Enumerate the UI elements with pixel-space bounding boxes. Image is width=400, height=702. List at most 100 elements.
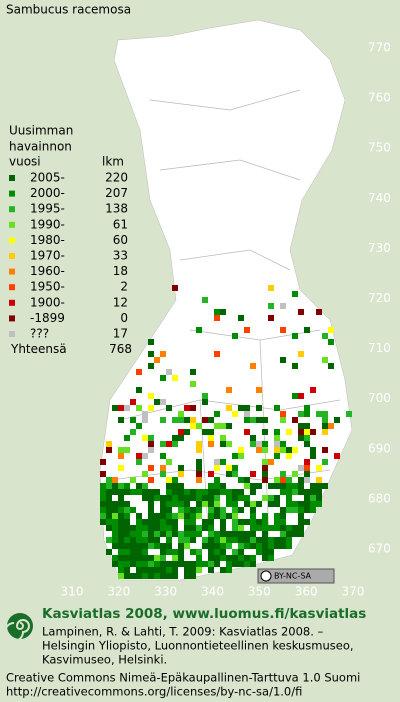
occurrence-square [208, 501, 214, 507]
occurrence-square [262, 513, 268, 519]
legend-label: 1900- [30, 295, 65, 309]
title: Sambucus racemosa [6, 3, 131, 17]
occurrence-square [130, 417, 136, 423]
legend-count: 33 [113, 249, 128, 263]
occurrence-square [220, 525, 226, 531]
occurrence-square [292, 501, 298, 507]
occurrence-square [184, 531, 190, 537]
legend-count: 17 [113, 327, 128, 341]
occurrence-square [172, 477, 178, 483]
occurrence-square [160, 441, 166, 447]
legend-heading: vuosi [9, 155, 41, 169]
occurrence-square [268, 525, 274, 531]
occurrence-square [214, 423, 220, 429]
occurrence-square [124, 507, 130, 513]
occurrence-square [310, 447, 316, 453]
occurrence-square [178, 483, 184, 489]
occurrence-square [232, 453, 238, 459]
occurrence-square [268, 543, 274, 549]
occurrence-square [292, 483, 298, 489]
occurrence-square [178, 537, 184, 543]
occurrence-square [148, 441, 154, 447]
occurrence-square [310, 495, 316, 501]
occurrence-square [280, 447, 286, 453]
occurrence-square [166, 519, 172, 525]
occurrence-square [118, 573, 124, 579]
occurrence-square [208, 525, 214, 531]
occurrence-square [118, 507, 124, 513]
occurrence-square [244, 483, 250, 489]
occurrence-square [172, 561, 178, 567]
region-border [179, 249, 291, 271]
occurrence-square [142, 495, 148, 501]
occurrence-square [274, 429, 280, 435]
occurrence-square [196, 441, 202, 447]
occurrence-square [190, 369, 196, 375]
occurrence-square [196, 459, 202, 465]
legend-label: -1899 [30, 311, 65, 325]
legend-swatch [9, 331, 15, 337]
occurrence-square [250, 507, 256, 513]
occurrence-square [214, 351, 220, 357]
occurrence-square [280, 417, 286, 423]
occurrence-square [286, 501, 292, 507]
occurrence-square [322, 411, 328, 417]
occurrence-square [232, 507, 238, 513]
occurrence-square [208, 435, 214, 441]
occurrence-square [274, 519, 280, 525]
occurrence-square [196, 477, 202, 483]
occurrence-square [220, 537, 226, 543]
occurrence-square [304, 495, 310, 501]
x-coordinate-label: 320 [107, 585, 130, 599]
occurrence-square [220, 555, 226, 561]
occurrence-square [148, 537, 154, 543]
occurrence-square [214, 477, 220, 483]
occurrence-square [256, 501, 262, 507]
occurrence-square [220, 309, 226, 315]
occurrence-square [238, 537, 244, 543]
occurrence-square [148, 501, 154, 507]
occurrence-square [160, 555, 166, 561]
occurrence-square [190, 573, 196, 579]
legend-swatch [9, 284, 15, 291]
occurrence-square [166, 561, 172, 567]
occurrence-square [148, 465, 154, 471]
occurrence-square [112, 531, 118, 537]
occurrence-square [100, 507, 106, 513]
occurrence-square [220, 531, 226, 537]
occurrence-square [208, 483, 214, 489]
occurrence-square [298, 411, 304, 417]
legend-label: 1960- [30, 264, 65, 278]
occurrence-square [160, 519, 166, 525]
occurrence-square [208, 567, 214, 573]
occurrence-square [316, 411, 322, 417]
occurrence-square [190, 519, 196, 525]
occurrence-square [100, 459, 106, 465]
occurrence-square [136, 405, 142, 411]
occurrence-square [190, 513, 196, 519]
occurrence-square [304, 429, 310, 435]
occurrence-square [274, 513, 280, 519]
occurrence-square [214, 309, 220, 315]
x-coordinate-label: 350 [248, 585, 271, 599]
occurrence-square [166, 441, 172, 447]
occurrence-square [160, 399, 166, 405]
occurrence-square [250, 483, 256, 489]
occurrence-square [142, 453, 148, 459]
legend-swatch [9, 206, 15, 213]
occurrence-square [298, 489, 304, 495]
occurrence-square [238, 405, 244, 411]
occurrence-square [100, 483, 106, 489]
occurrence-square [268, 303, 274, 309]
occurrence-square [232, 411, 238, 417]
occurrence-square [196, 423, 202, 429]
occurrence-square [280, 471, 286, 477]
occurrence-square [214, 531, 220, 537]
occurrence-square [112, 555, 118, 561]
occurrence-square [238, 447, 244, 453]
occurrence-square [226, 405, 232, 411]
occurrence-square [160, 561, 166, 567]
occurrence-square [316, 489, 322, 495]
occurrence-square [160, 531, 166, 537]
occurrence-square [148, 543, 154, 549]
